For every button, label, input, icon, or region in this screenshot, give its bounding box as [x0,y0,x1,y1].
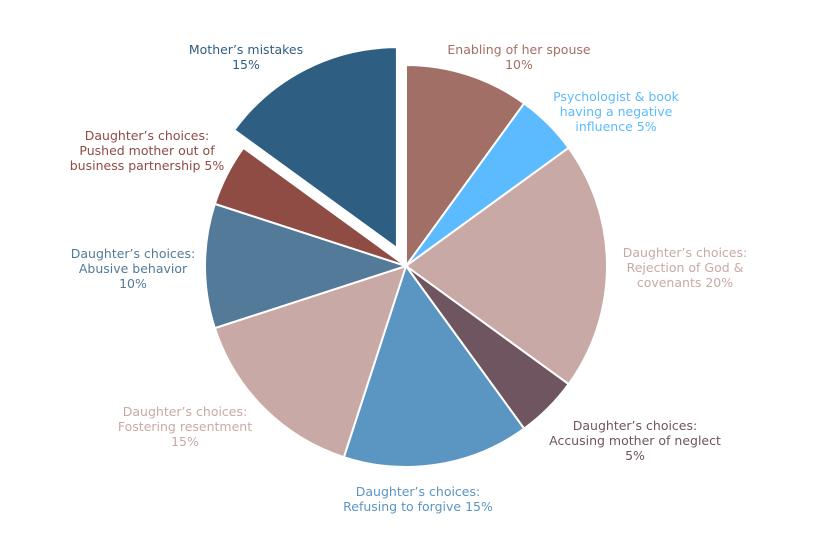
pie-slice [404,146,608,386]
label-line: Refusing to forgive [343,499,461,514]
label-line: Daughter’s choices: [85,128,209,143]
slice-label: Psychologist & book having a negative infl… [553,89,680,134]
label-line: Daughter’s choices: [71,246,195,261]
label-line: Daughter’s choices: [123,404,247,419]
pie-slice [213,264,408,459]
slice-label: Mother’s mistakes 15% [189,42,303,72]
label-line: having a negative [560,104,673,119]
label-line: Accusing mother of neglect [549,433,721,448]
label-line: Pushed mother out of [79,143,215,158]
label-line: Rejection of God & [627,260,744,275]
label-line: Abusive behavior [79,261,188,276]
value-label: 5% [204,158,224,173]
value-label: 15% [232,57,260,72]
slice-label: Daughter’s choices: Refusing to forgive 15… [343,484,493,514]
value-label: 20% [705,275,733,290]
label-line: covenants [637,275,702,290]
slice-label: Daughter’s choices: Accusing mother of ne… [549,418,721,463]
label-line: Daughter’s choices: [573,418,697,433]
value-label: 10% [119,276,147,291]
label-line: Fostering resentment [118,419,252,434]
value-label: 10% [505,57,533,72]
slice-label: Enabling of her spouse 10% [447,42,590,72]
label-line: Mother’s mistakes [189,42,303,57]
label-line: Psychologist & book [553,89,680,104]
value-label: 5% [625,448,645,463]
slice-label: Daughter’s choices: Pushed mother out of b… [70,128,225,173]
label-line: Enabling of her spouse [447,42,590,57]
pie-slice [232,46,398,251]
pie-slice [213,146,407,267]
pie-slice [204,202,410,330]
pie-slice [405,63,526,270]
value-label: 5% [637,119,657,134]
slice-label: Daughter’s choices: Rejection of God & cov… [623,245,747,290]
value-label: 15% [465,499,493,514]
slice-label: Daughter’s choices: Abusive behavior 10% [71,246,195,291]
slice-label: Daughter’s choices: Fostering resentment 1… [118,404,252,449]
label-line: Daughter’s choices: [356,484,480,499]
pie-slice [342,263,526,468]
label-line: business partnership [70,158,201,173]
value-label: 15% [171,434,199,449]
label-line: Daughter’s choices: [623,245,747,260]
label-line: influence [575,119,633,134]
